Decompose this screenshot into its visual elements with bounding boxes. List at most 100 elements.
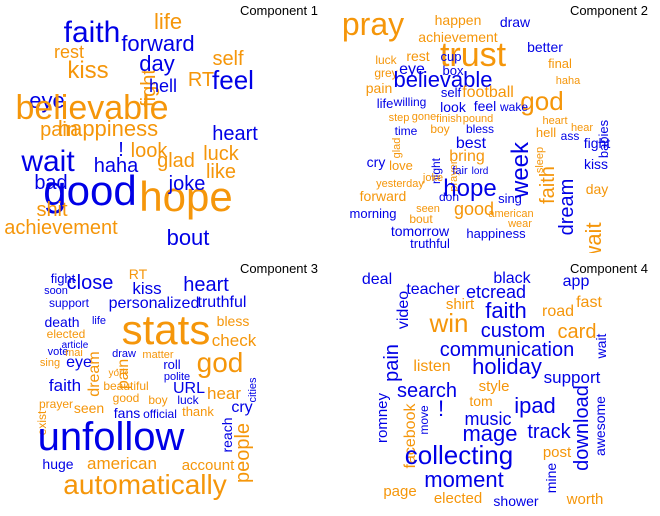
- word-romney: romney: [374, 392, 391, 443]
- word-feel: feel: [474, 98, 497, 114]
- word-shit: shit: [36, 199, 68, 221]
- word-pray: pray: [342, 6, 404, 42]
- word-luck: luck: [375, 53, 397, 67]
- word-URL: URL: [173, 380, 205, 397]
- word-hear: hear: [571, 122, 593, 134]
- word-happiness: happiness: [58, 116, 158, 141]
- word-hope: hope: [443, 175, 496, 202]
- word-better: better: [527, 39, 563, 55]
- wordcloud-component-3: Component 3 fight RT close heart soon kiss supp…: [35, 261, 318, 500]
- word-etcread: etcread: [466, 282, 526, 302]
- word-american: american: [87, 454, 157, 473]
- word-facebook: facebook: [402, 403, 419, 469]
- word-babies: babies: [596, 119, 611, 158]
- word-day: day: [586, 181, 609, 197]
- word-collecting: collecting: [405, 440, 513, 470]
- word-fight: fight: [51, 271, 76, 286]
- word-haha: haha: [556, 75, 581, 87]
- word-good: good: [43, 167, 136, 214]
- word-kiss: kiss: [67, 57, 108, 84]
- word-elected: elected: [434, 490, 482, 507]
- word-support: support: [49, 296, 90, 310]
- word-haha: haha: [94, 155, 139, 177]
- word-music: music: [464, 409, 511, 429]
- word-video: video: [395, 291, 412, 329]
- word-move: move: [417, 405, 431, 435]
- word-like: like: [206, 161, 236, 183]
- word-bout: bout: [167, 225, 210, 250]
- word-hell: hell: [536, 125, 556, 140]
- word-seen: seen: [74, 400, 104, 416]
- word-life: life: [377, 96, 394, 111]
- word-soon: soon: [44, 285, 68, 297]
- panel-component-4: Component 4 deal black app teacher etcread vid…: [330, 258, 655, 511]
- word-vote: vote: [48, 346, 69, 358]
- word-moment: moment: [424, 467, 503, 492]
- word-wait: wait: [581, 222, 606, 253]
- word-love: love: [389, 158, 413, 173]
- component-title: Component 1: [240, 3, 318, 18]
- word-bless: bless: [217, 313, 250, 329]
- word-bout: bout: [409, 212, 433, 226]
- word-forward: forward: [360, 188, 407, 204]
- word-wait: wait: [593, 333, 609, 359]
- word-hear: hear: [207, 384, 241, 403]
- word-draw: draw: [112, 348, 136, 360]
- word-gone: gone: [412, 111, 436, 123]
- word-ass: ass: [561, 129, 580, 143]
- word-boy: boy: [148, 393, 167, 407]
- word-mage: mage: [462, 421, 517, 446]
- word-wait: wait: [20, 145, 75, 178]
- word-achievement: achievement: [4, 217, 118, 239]
- word-death: death: [44, 314, 79, 330]
- word-wake: wake: [499, 100, 528, 114]
- word-heart: heart: [542, 115, 567, 127]
- word-bring: bring: [449, 148, 485, 165]
- word-card: card: [558, 321, 597, 343]
- word-support: support: [544, 368, 601, 387]
- word-awesome: awesome: [592, 396, 608, 456]
- word-official: official: [143, 407, 177, 421]
- word-luck: luck: [177, 393, 199, 407]
- word-rest: rest: [406, 48, 429, 64]
- word-fast: fast: [576, 294, 602, 311]
- word-faith: faith: [49, 376, 81, 395]
- word-life: life: [154, 9, 182, 34]
- word-truthful: truthful: [198, 294, 247, 311]
- word-roll: roll: [163, 357, 180, 372]
- word-close: close: [67, 272, 114, 294]
- word-look: look: [440, 99, 467, 115]
- word-god: god: [520, 86, 563, 116]
- word-american: american: [488, 208, 533, 220]
- word-heart: heart: [212, 123, 258, 145]
- word-boy: boy: [430, 122, 449, 136]
- word-joke: joke: [168, 173, 206, 195]
- word-communication: communication: [440, 339, 575, 361]
- component-title: Component 2: [570, 3, 648, 18]
- word-automatically: automatically: [63, 469, 226, 500]
- word-good: good: [454, 199, 494, 219]
- word-beautiful: beautiful: [103, 379, 148, 393]
- word-check: check: [212, 331, 257, 350]
- word-glad: glad: [157, 150, 195, 172]
- word-teacher: teacher: [406, 281, 460, 298]
- word-draw: draw: [500, 14, 531, 30]
- word-fair: fair: [452, 165, 468, 177]
- word-fight: fight: [138, 69, 160, 107]
- word-don: don: [439, 190, 459, 204]
- word-willing: willing: [393, 95, 427, 109]
- word-black: black: [493, 270, 531, 287]
- word-cry: cry: [367, 154, 386, 170]
- word-joke: joke: [422, 172, 443, 184]
- word-holiday: holiday: [472, 354, 542, 379]
- wordcloud-component-4: Component 4 deal black app teacher etcread vid…: [362, 261, 648, 509]
- panel-component-3: Component 3 fight RT close heart soon kiss supp…: [0, 258, 325, 511]
- word-custom: custom: [481, 320, 545, 342]
- word-feel: feel: [212, 65, 254, 95]
- word-pound: pound: [463, 113, 494, 125]
- word-page: page: [383, 483, 416, 500]
- word-life: life: [92, 315, 106, 327]
- word-lord: lord: [472, 166, 489, 177]
- word-fight: fight: [584, 135, 611, 151]
- word-time: time: [395, 124, 418, 138]
